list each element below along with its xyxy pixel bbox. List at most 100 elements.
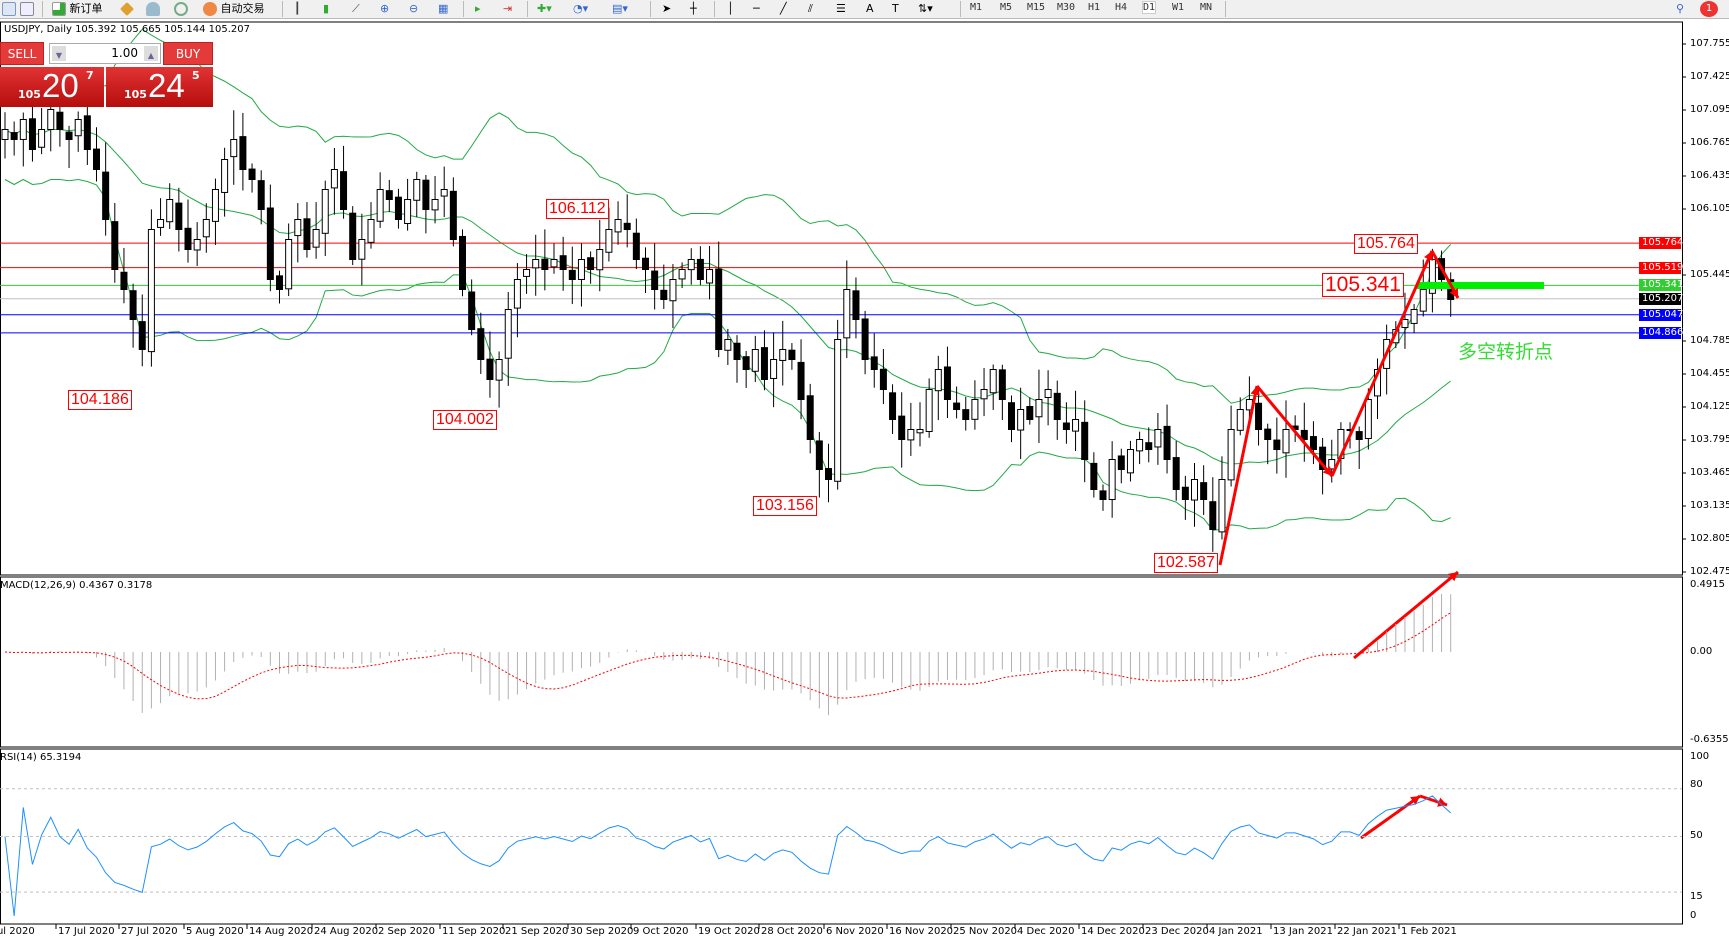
candlestick-icon[interactable]: ▮ xyxy=(323,2,330,15)
zoom-in-icon[interactable]: ⊕ xyxy=(380,2,390,15)
search-icon[interactable]: ⚲ xyxy=(1676,2,1685,15)
candle-bear xyxy=(1090,462,1098,490)
candle-bear xyxy=(449,190,457,240)
buy-price-button[interactable]: 105 24 5 xyxy=(106,67,213,107)
candle-bear xyxy=(559,255,567,270)
candle-bear xyxy=(56,111,64,131)
annotation-low-label[interactable]: 103.156 xyxy=(753,496,817,516)
sell-price-button[interactable]: 105 20 7 xyxy=(0,67,104,107)
timeframe-mn[interactable]: MN xyxy=(1200,2,1213,13)
candle-bear xyxy=(623,222,631,230)
date-axis-label: 14 Dec 2020 xyxy=(1081,926,1145,937)
trendline-icon[interactable]: ╱ xyxy=(780,2,787,15)
profiles-icon[interactable] xyxy=(2,1,16,17)
candle-bear xyxy=(394,196,402,220)
candle-bull xyxy=(577,259,585,280)
volume-down-icon[interactable]: ▼ xyxy=(52,46,66,61)
candle-bull xyxy=(358,239,366,260)
indicators-icon[interactable]: ✚▾ xyxy=(537,2,552,15)
timeframe-h1[interactable]: H1 xyxy=(1088,2,1101,13)
timeframe-h4[interactable]: H4 xyxy=(1115,2,1128,13)
timeframe-m1[interactable]: M1 xyxy=(970,2,983,13)
zoom-window-icon[interactable] xyxy=(20,1,34,17)
annotation-high-label[interactable]: 105.764 xyxy=(1354,234,1418,254)
candle-bull xyxy=(330,169,338,189)
text-icon[interactable]: A xyxy=(866,2,874,15)
templates-icon[interactable]: ▤▾ xyxy=(612,2,628,15)
timeframe-m30[interactable]: M30 xyxy=(1057,2,1076,13)
date-axis-label: 4 Dec 2020 xyxy=(1017,926,1075,937)
volume-up-icon[interactable]: ▲ xyxy=(144,46,158,61)
buy-button[interactable]: BUY xyxy=(163,42,213,65)
candle-bull xyxy=(147,229,155,353)
candle-bull xyxy=(980,389,988,400)
price-axis-label: 104.455 xyxy=(1690,368,1729,379)
candle-bull xyxy=(532,259,540,269)
bollinger-upper xyxy=(4,28,1452,404)
candle-bull xyxy=(193,239,201,251)
date-axis-label: 22 Jan 2021 xyxy=(1337,926,1397,937)
arrowhead-icon xyxy=(1322,466,1332,476)
tile-windows-icon[interactable]: ▦ xyxy=(438,2,449,15)
volume-input[interactable]: ▼ 1.00 ▲ xyxy=(49,43,161,64)
fibonacci-icon[interactable]: ☰ xyxy=(836,2,846,15)
text-label-icon[interactable]: T xyxy=(892,2,899,15)
annotation-low-label[interactable]: 102.587 xyxy=(1154,553,1218,573)
timeframe-m5[interactable]: M5 xyxy=(1000,2,1013,13)
auto-trading-button[interactable]: 自动交易 xyxy=(203,1,265,17)
autoscroll-icon[interactable]: ▸ xyxy=(475,2,481,15)
candle-bull xyxy=(1191,479,1198,501)
candle-bull xyxy=(971,399,979,420)
annotation-level-label[interactable]: 105.341 xyxy=(1322,273,1404,297)
candle-bear xyxy=(1319,446,1327,470)
cursor-icon[interactable]: ➤ xyxy=(662,2,672,15)
candle-bear xyxy=(276,275,283,290)
candle-bear xyxy=(1273,439,1281,450)
candle-bull xyxy=(211,189,219,222)
macd-red-arrow xyxy=(1353,570,1459,660)
zoom-out-icon[interactable]: ⊖ xyxy=(409,2,419,15)
crosshair-icon[interactable]: ┼ xyxy=(690,2,697,15)
candle-bull xyxy=(495,359,503,381)
candle-bear xyxy=(239,136,247,170)
candle-bear xyxy=(385,190,393,200)
timeframe-d1[interactable]: D1 xyxy=(1141,1,1157,14)
bollinger-middle xyxy=(4,128,1452,465)
support-zone-bar xyxy=(1417,282,1544,289)
equidistant-channel-icon[interactable]: ⫽ xyxy=(808,2,813,15)
candle-bull xyxy=(19,119,27,140)
sell-button[interactable]: SELL xyxy=(0,42,44,65)
price-level-tag: 105.341 xyxy=(1639,279,1683,292)
timeframe-w1[interactable]: W1 xyxy=(1172,2,1185,13)
candle-bull xyxy=(605,229,613,253)
candle-bear xyxy=(806,395,814,441)
timeframe-m15[interactable]: M15 xyxy=(1027,2,1046,13)
candle-bull xyxy=(367,219,375,243)
candle-bull xyxy=(285,239,293,290)
new-order-button[interactable]: 新订单 xyxy=(52,1,103,17)
annotation-high-label[interactable]: 106.112 xyxy=(546,199,609,219)
date-axis-label: 28 Oct 2020 xyxy=(761,926,823,937)
price-axis-label: 103.465 xyxy=(1690,467,1729,478)
price-level-tag: 105.764 xyxy=(1639,237,1683,250)
rsi-line xyxy=(4,795,1452,917)
horizontal-line-icon[interactable]: ─ xyxy=(753,2,760,15)
annotation-low-label[interactable]: 104.186 xyxy=(68,390,132,410)
bar-chart-icon[interactable]: ┃ xyxy=(294,2,301,15)
candle-bear xyxy=(742,356,750,371)
line-chart-icon[interactable]: ⟋ xyxy=(352,2,360,15)
arrows-icon[interactable]: ⇅▾ xyxy=(918,2,933,15)
annotation-low-label[interactable]: 104.002 xyxy=(433,410,497,430)
vertical-line-icon[interactable]: │ xyxy=(727,2,734,15)
candle-bear xyxy=(266,207,274,281)
signals-icon[interactable] xyxy=(174,1,188,17)
navigator-icon[interactable] xyxy=(146,1,160,17)
candle-bull xyxy=(47,109,55,131)
candle-bear xyxy=(815,440,823,471)
notification-badge[interactable]: 1 xyxy=(1700,1,1718,17)
candle-bull xyxy=(916,429,924,434)
red-arrow-up xyxy=(1218,385,1259,566)
chart-shift-icon[interactable]: ⇥ xyxy=(503,2,513,15)
periods-icon[interactable]: ◔▾ xyxy=(573,2,589,15)
